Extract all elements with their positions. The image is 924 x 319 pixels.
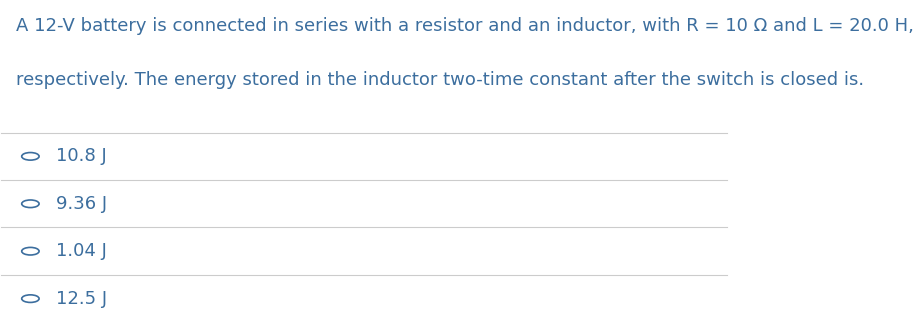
Text: A 12-V battery is connected in series with a resistor and an inductor, with R = : A 12-V battery is connected in series wi… [16,17,914,35]
Text: 12.5 J: 12.5 J [55,290,107,308]
Text: respectively. The energy stored in the inductor two-time constant after the swit: respectively. The energy stored in the i… [16,71,864,89]
Text: 10.8 J: 10.8 J [55,147,106,165]
Text: 9.36 J: 9.36 J [55,195,107,213]
Text: 1.04 J: 1.04 J [55,242,106,260]
